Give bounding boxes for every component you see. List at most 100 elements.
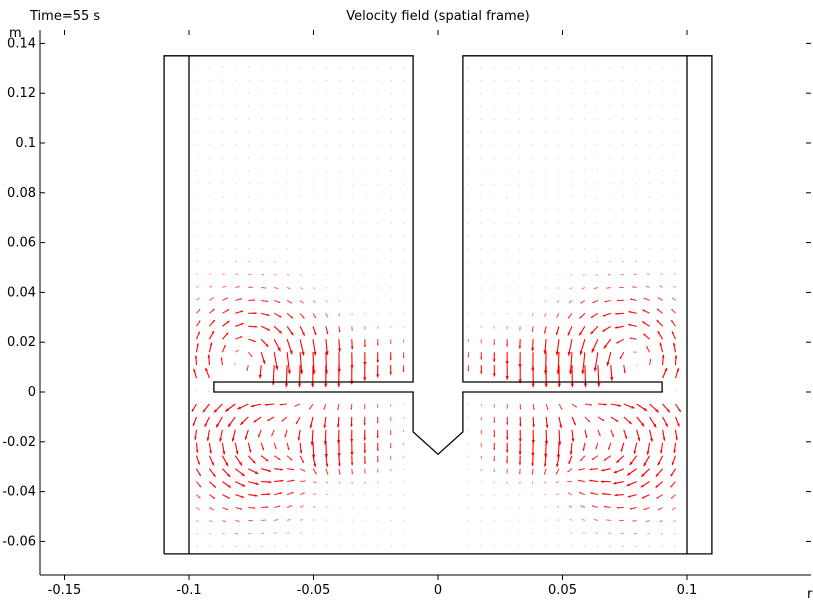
velocity-arrow [390, 222, 392, 224]
y-tick-label: -0.06 [2, 534, 36, 549]
velocity-arrow-head [506, 422, 509, 425]
velocity-arrow-head [302, 332, 305, 336]
velocity-arrow-head [323, 424, 327, 428]
velocity-arrow-head [670, 485, 673, 488]
velocity-arrow [325, 506, 328, 508]
velocity-arrow [403, 170, 405, 173]
velocity-arrow [480, 274, 482, 276]
velocity-arrow [325, 352, 328, 375]
velocity-arrow-head [603, 458, 607, 461]
velocity-arrow-head [292, 468, 295, 471]
velocity-arrow-head [568, 461, 571, 464]
velocity-arrow [544, 196, 547, 198]
y-tick-label: 0.1 [15, 136, 36, 151]
velocity-arrow-head [299, 450, 303, 454]
velocity-arrow [390, 520, 392, 522]
velocity-arrow-head [592, 457, 595, 460]
velocity-arrow-head [633, 450, 637, 454]
velocity-arrow-head [225, 332, 229, 336]
velocity-arrow [557, 519, 560, 521]
velocity-arrow-head [581, 370, 585, 374]
velocity-arrow-head [265, 300, 268, 303]
velocity-arrow-head [227, 484, 231, 488]
velocity-arrow [584, 365, 587, 388]
velocity-arrow [235, 349, 240, 353]
velocity-arrow [480, 170, 482, 173]
velocity-arrow-head [265, 343, 269, 347]
velocity-arrow [544, 300, 547, 303]
velocity-arrow-head [629, 337, 632, 340]
velocity-arrow-head [646, 451, 650, 455]
velocity-arrow-head [389, 358, 392, 361]
velocity-arrow-head [364, 407, 366, 409]
velocity-arrow-head [603, 345, 607, 349]
velocity-arrow [569, 286, 573, 290]
velocity-arrow [505, 507, 508, 509]
velocity-arrow [518, 170, 521, 172]
velocity-arrow [506, 287, 508, 289]
velocity-arrow-head [602, 492, 605, 495]
velocity-arrow [338, 545, 341, 547]
velocity-arrow-head [579, 332, 582, 336]
velocity-arrow [274, 532, 277, 534]
velocity-arrow-head [578, 468, 581, 471]
velocity-arrow [518, 196, 521, 198]
velocity-arrow-head [616, 341, 619, 344]
velocity-arrow-head [326, 472, 329, 475]
velocity-arrow [312, 519, 315, 521]
velocity-arrow-head [671, 320, 674, 323]
velocity-arrow [377, 235, 379, 237]
velocity-arrow [505, 144, 508, 147]
velocity-arrow-head [640, 484, 644, 488]
velocity-arrow-head [309, 407, 311, 410]
velocity-arrow [505, 261, 508, 263]
velocity-arrow-head [531, 472, 534, 475]
velocity-arrow-head [606, 361, 610, 366]
velocity-arrow [467, 79, 469, 82]
velocity-arrow [505, 118, 508, 121]
velocity-arrow [544, 235, 547, 237]
velocity-arrow-head [280, 479, 284, 482]
velocity-arrow [286, 532, 290, 534]
velocity-arrow-head [531, 367, 535, 372]
velocity-arrow-head [197, 461, 200, 465]
velocity-arrow [505, 222, 508, 224]
velocity-arrow-head [255, 482, 259, 485]
velocity-arrow [325, 261, 328, 263]
velocity-arrow [222, 519, 227, 523]
velocity-arrow-head [616, 299, 619, 302]
velocity-arrow-head [531, 452, 535, 457]
velocity-arrow [467, 545, 469, 547]
velocity-arrow [364, 118, 367, 121]
velocity-arrow [506, 248, 508, 250]
velocity-arrow [480, 545, 482, 547]
velocity-arrow-head [570, 383, 574, 388]
velocity-arrow-head [253, 299, 256, 301]
velocity-arrow-head [209, 342, 213, 346]
velocity-arrow [325, 157, 328, 159]
velocity-arrow [390, 157, 393, 160]
velocity-arrow-head [226, 309, 230, 312]
velocity-arrow [493, 274, 495, 276]
velocity-arrow [390, 196, 392, 199]
velocity-arrow-head [311, 454, 316, 459]
velocity-arrow-head [518, 462, 522, 466]
velocity-arrow-head [337, 453, 341, 457]
vessel-outline [163, 55, 713, 555]
velocity-arrow-head [377, 460, 379, 463]
velocity-arrow-head [531, 463, 534, 467]
velocity-arrow-head [303, 480, 306, 482]
velocity-arrow-head [531, 383, 535, 388]
velocity-arrow [671, 507, 676, 511]
velocity-arrow [493, 532, 495, 534]
velocity-arrow [582, 273, 586, 276]
velocity-arrow-head [265, 458, 269, 462]
velocity-arrow-head [590, 315, 594, 318]
velocity-arrow [480, 183, 482, 186]
velocity-arrow-head [531, 439, 535, 444]
velocity-arrow [570, 235, 573, 237]
velocity-arrow [555, 481, 560, 484]
velocity-arrow-head [262, 447, 264, 451]
velocity-arrow-head [312, 370, 316, 375]
velocity-arrow-head [618, 404, 622, 407]
